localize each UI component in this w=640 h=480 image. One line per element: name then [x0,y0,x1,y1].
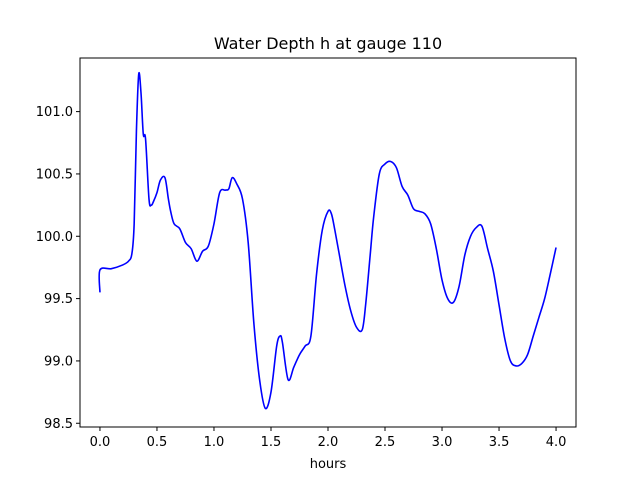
chart-title: Water Depth h at gauge 110 [214,34,442,53]
x-tick-label: 3.5 [489,435,510,450]
y-tick-label: 98.5 [44,417,73,432]
y-tick-label: 101.0 [36,105,73,120]
series-line [98,72,557,410]
x-tick-label: 1.0 [204,435,225,450]
plot-frame [79,57,577,428]
x-tick-label: 2.0 [318,435,339,450]
y-tick-label: 99.5 [44,292,73,307]
x-tick-label: 3.0 [432,435,453,450]
y-tick-label: 100.5 [36,167,73,182]
x-tick-label: 0.0 [90,435,111,450]
x-tick-label: 4.0 [546,435,567,450]
x-tick-label: 1.5 [261,435,282,450]
plot-area: 0.0 0.5 1.0 1.5 2.0 2.5 3.0 3.5 4.0 98.5 99.0 99.5 1… [36,72,567,450]
x-axis-label: hours [310,457,347,472]
x-tick-label: 0.5 [147,435,168,450]
x-tick-label: 2.5 [375,435,396,450]
y-tick-label: 100.0 [36,230,73,245]
y-tick-label: 99.0 [44,354,73,369]
